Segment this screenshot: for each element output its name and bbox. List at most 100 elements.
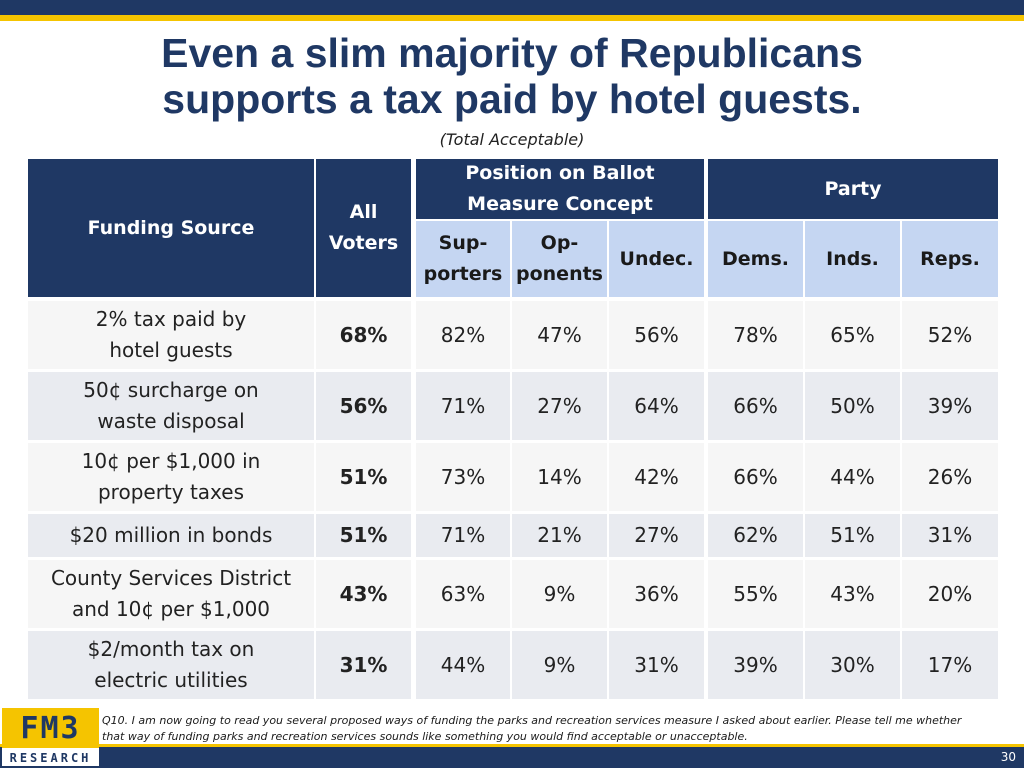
- row-4-dems-text: 62%: [733, 523, 778, 547]
- header-undecided-label: Undec.: [619, 247, 694, 270]
- row-6-supporters-text: 44%: [440, 652, 486, 677]
- row-6-dems-value: 39%: [708, 631, 803, 699]
- row-6-label-line-1: $2/month tax on: [87, 637, 255, 661]
- row-3-inds-value: 44%: [805, 443, 900, 511]
- row-2-undecided-text: 64%: [634, 393, 679, 418]
- row-4-undecided-text: 27%: [634, 523, 679, 547]
- row-1-opponents-text: 47%: [537, 322, 582, 347]
- row-2-inds-value: 50%: [805, 372, 900, 440]
- row-6-inds-value: 30%: [805, 631, 900, 699]
- row-3-undecided-text: 42%: [634, 464, 679, 489]
- row-1-reps-text: 52%: [927, 322, 973, 347]
- row-3-dems-value: 66%: [708, 443, 803, 511]
- row-5-inds-value: 43%: [805, 560, 900, 628]
- question-footnote: Q10. I am now going to read you several …: [102, 713, 1002, 745]
- row-2-dems-text: 66%: [733, 393, 778, 418]
- row-5-label-line-2: and 10¢ per $1,000: [71, 597, 271, 621]
- row-3-all-value: 51%: [316, 443, 411, 511]
- fm3-logo: FM3 RESEARCH: [2, 708, 99, 766]
- row-1-reps-value: 52%: [902, 301, 998, 369]
- header-reps: Reps.: [902, 221, 998, 297]
- row-5-all-value: 43%: [316, 560, 411, 628]
- row-4-inds-text: 51%: [830, 523, 875, 547]
- row-1-inds-value: 65%: [805, 301, 900, 369]
- row-5-funding-source: County Services District and 10¢ per $1,0…: [28, 560, 314, 628]
- row-6-reps-value: 17%: [902, 631, 998, 699]
- header-funding-source-label: Funding Source: [87, 216, 255, 239]
- header-supporters-line-1: Sup-: [438, 232, 488, 254]
- row-3-undecided-value: 42%: [609, 443, 704, 511]
- header-reps-label: Reps.: [920, 247, 980, 270]
- header-group-party: Party: [708, 159, 998, 219]
- row-2-all-value: 56%: [316, 372, 411, 440]
- logo-sub-text: RESEARCH: [9, 751, 92, 765]
- row-3-opponents-text: 14%: [537, 464, 582, 489]
- row-6-label-line-2: electric utilities: [94, 668, 248, 692]
- row-2-reps-text: 39%: [927, 393, 973, 418]
- row-5-undecided-text: 36%: [634, 581, 679, 606]
- header-dems-label: Dems.: [722, 247, 789, 270]
- row-5-opponents-value: 9%: [512, 560, 607, 628]
- row-3-all-text: 51%: [339, 464, 388, 489]
- footer-accent-line: [0, 744, 1024, 747]
- header-undecided: Undec.: [609, 221, 704, 297]
- row-5-supporters-value: 63%: [416, 560, 510, 628]
- footnote-line-1: Q10. I am now going to read you several …: [102, 714, 962, 727]
- row-3-label-line-2: property taxes: [97, 480, 244, 504]
- row-5-supporters-text: 63%: [440, 581, 486, 606]
- row-5-all-text: 43%: [339, 581, 388, 606]
- row-6-opponents-value: 9%: [512, 631, 607, 699]
- title-line-1: Even a slim majority of Republicans: [161, 30, 863, 76]
- header-opponents: Op- ponents: [512, 221, 607, 297]
- header-group-position-line-2: Measure Concept: [467, 193, 653, 215]
- row-2-inds-text: 50%: [830, 393, 875, 418]
- row-1-undecided-text: 56%: [634, 322, 679, 347]
- row-2-opponents-text: 27%: [537, 393, 582, 418]
- row-2-funding-source: 50¢ surcharge on waste disposal: [28, 372, 314, 440]
- header-supporters-line-2: porters: [423, 263, 503, 285]
- title-line-2: supports a tax paid by hotel guests.: [162, 76, 862, 122]
- row-1-funding-source: 2% tax paid by hotel guests: [28, 301, 314, 369]
- row-4-supporters-value: 71%: [416, 514, 510, 557]
- header-opponents-line-1: Op-: [540, 232, 579, 254]
- row-4-undecided-value: 27%: [609, 514, 704, 557]
- row-1-supporters-value: 82%: [416, 301, 510, 369]
- header-inds: Inds.: [805, 221, 900, 297]
- row-2-supporters-value: 71%: [416, 372, 510, 440]
- page-number: 30: [1000, 750, 1016, 764]
- footnote-line-2: that way of funding parks and recreation…: [102, 730, 748, 743]
- row-6-all-text: 31%: [339, 652, 388, 677]
- page-title: Even a slim majority of Republicans supp…: [0, 30, 1024, 122]
- row-4-all-value: 51%: [316, 514, 411, 557]
- header-dems: Dems.: [708, 221, 803, 297]
- row-6-reps-text: 17%: [927, 652, 973, 677]
- row-4-inds-value: 51%: [805, 514, 900, 557]
- row-5-dems-value: 55%: [708, 560, 803, 628]
- row-5-undecided-value: 36%: [609, 560, 704, 628]
- row-1-dems-value: 78%: [708, 301, 803, 369]
- row-2-label-line-1: 50¢ surcharge on: [83, 378, 259, 402]
- row-1-all-value: 68%: [316, 301, 411, 369]
- row-2-label-line-2: waste disposal: [97, 409, 245, 433]
- row-2-all-text: 56%: [339, 393, 388, 418]
- row-4-opponents-value: 21%: [512, 514, 607, 557]
- row-6-funding-source: $2/month tax on electric utilities: [28, 631, 314, 699]
- row-6-all-value: 31%: [316, 631, 411, 699]
- row-2-supporters-text: 71%: [440, 393, 486, 418]
- row-3-reps-value: 26%: [902, 443, 998, 511]
- row-1-inds-text: 65%: [830, 322, 875, 347]
- row-3-label-line-1: 10¢ per $1,000 in: [81, 449, 261, 473]
- row-5-reps-text: 20%: [927, 581, 973, 606]
- row-2-dems-value: 66%: [708, 372, 803, 440]
- row-3-supporters-value: 73%: [416, 443, 510, 511]
- header-funding-source: Funding Source: [28, 159, 314, 297]
- top-accent-line: [0, 15, 1024, 21]
- header-group-position-line-1: Position on Ballot: [465, 162, 655, 184]
- row-3-reps-text: 26%: [927, 464, 973, 489]
- header-all-voters-line-2: Voters: [328, 232, 399, 254]
- row-6-opponents-text: 9%: [543, 652, 576, 677]
- header-opponents-line-2: ponents: [516, 263, 603, 285]
- header-supporters: Sup- porters: [416, 221, 510, 297]
- row-1-supporters-text: 82%: [440, 322, 486, 347]
- row-2-undecided-value: 64%: [609, 372, 704, 440]
